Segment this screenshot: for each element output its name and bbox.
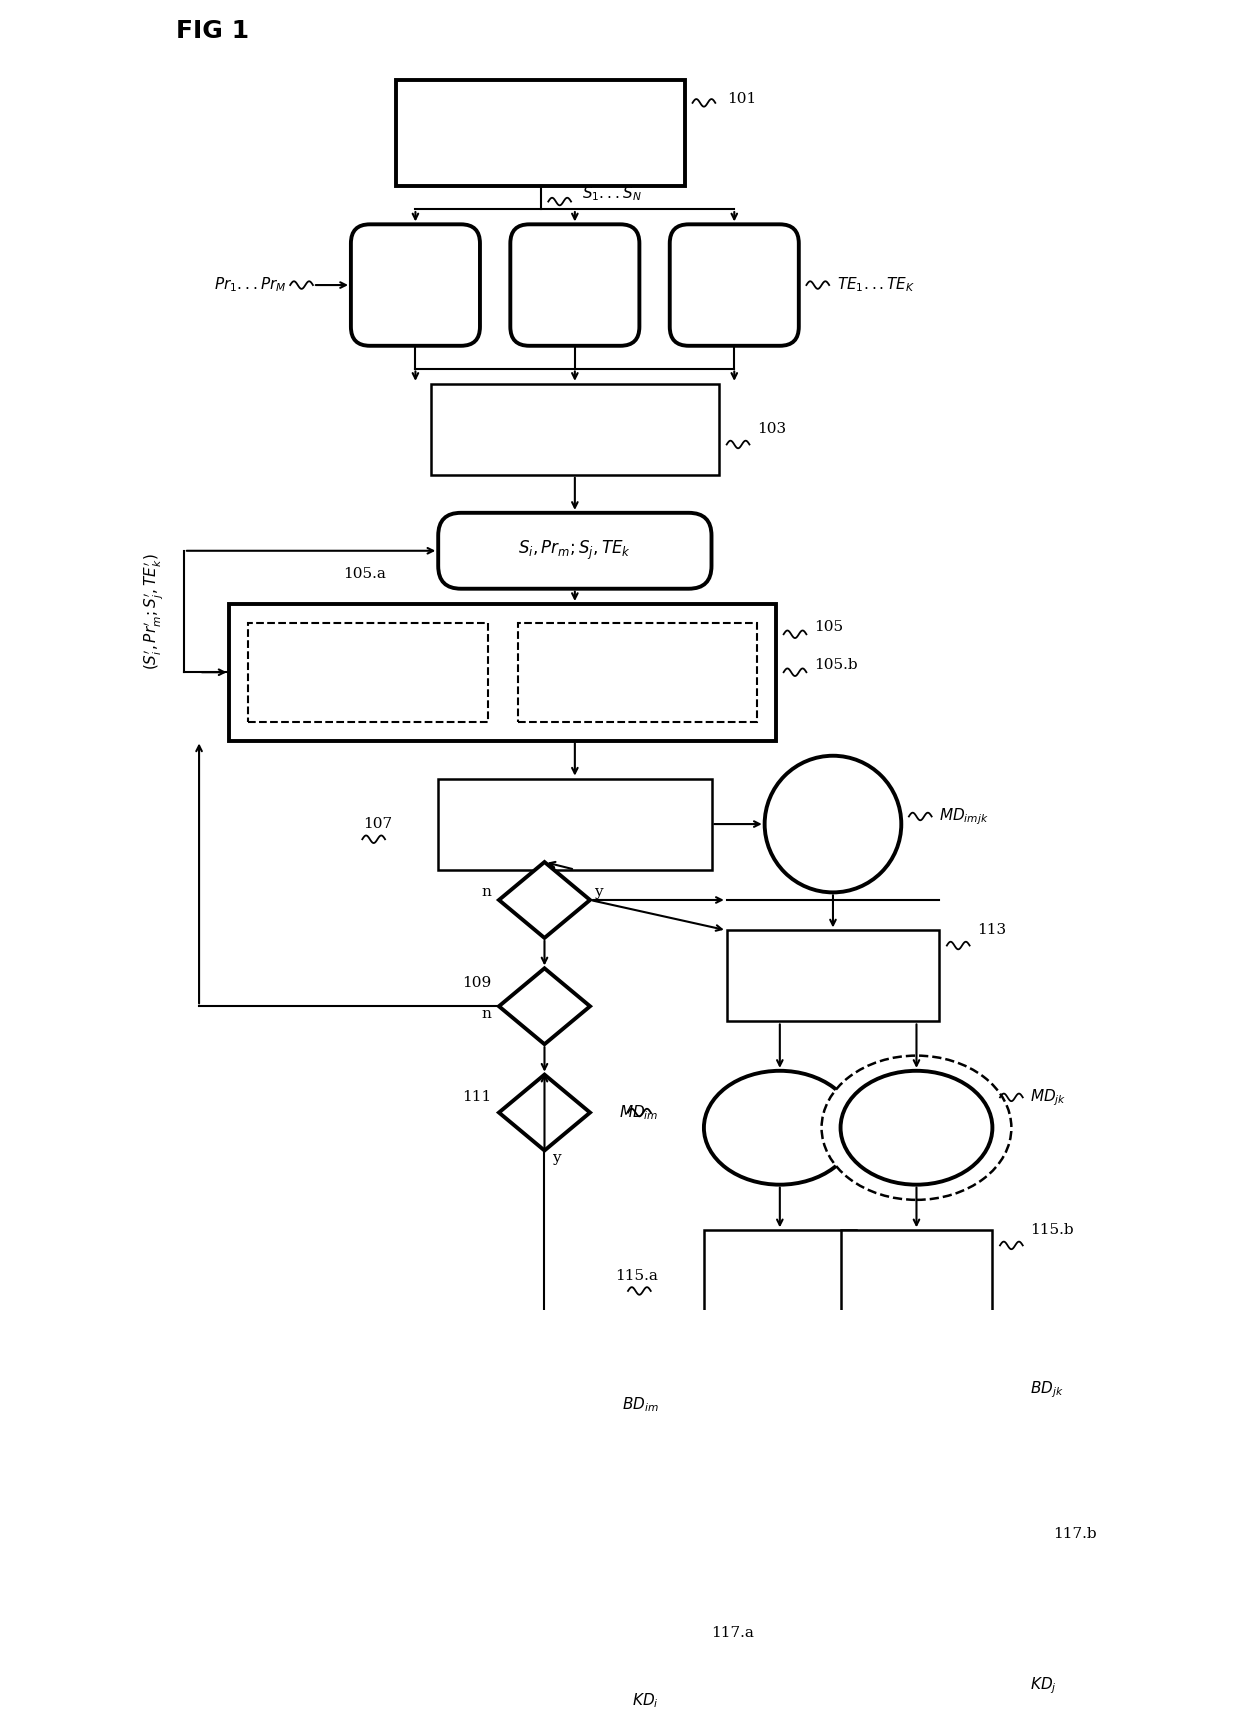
Text: $BD_{jk}$: $BD_{jk}$ <box>1030 1379 1064 1400</box>
Text: 115.b: 115.b <box>1030 1223 1074 1237</box>
FancyBboxPatch shape <box>670 224 799 346</box>
Text: $KD_j$: $KD_j$ <box>1030 1675 1056 1696</box>
Text: FIG 1: FIG 1 <box>176 19 249 43</box>
Text: $MD_{jk}$: $MD_{jk}$ <box>1030 1087 1066 1108</box>
Bar <box>841 1230 992 1321</box>
Text: 109: 109 <box>463 977 491 991</box>
Bar <box>670 1507 1027 1629</box>
FancyBboxPatch shape <box>511 224 640 346</box>
Ellipse shape <box>822 1056 1012 1201</box>
Text: y: y <box>594 886 603 900</box>
Text: $(S_i', Pr_m'; S_j', TE_k')$: $(S_i', Pr_m'; S_j', TE_k')$ <box>143 554 165 669</box>
Ellipse shape <box>802 1632 1030 1720</box>
Text: 101: 101 <box>727 93 756 107</box>
Ellipse shape <box>841 1663 992 1720</box>
Bar <box>397 81 684 186</box>
Text: 115.a: 115.a <box>615 1269 658 1283</box>
Text: 117.b: 117.b <box>1053 1527 1096 1541</box>
Text: 107: 107 <box>363 817 393 831</box>
FancyBboxPatch shape <box>351 224 480 346</box>
Ellipse shape <box>704 1367 856 1472</box>
Text: $MD_{im}$: $MD_{im}$ <box>619 1103 658 1121</box>
Ellipse shape <box>841 1072 992 1185</box>
Bar <box>727 931 939 1022</box>
Text: 111: 111 <box>463 1090 491 1104</box>
Ellipse shape <box>704 1663 856 1720</box>
Ellipse shape <box>841 1367 992 1472</box>
Text: $BD_{im}$: $BD_{im}$ <box>621 1395 658 1414</box>
Polygon shape <box>498 1075 590 1151</box>
Ellipse shape <box>822 1648 1012 1720</box>
Text: $TE_1...TE_K$: $TE_1...TE_K$ <box>837 275 915 294</box>
Text: $Pr_1...Pr_M$: $Pr_1...Pr_M$ <box>213 275 286 294</box>
Ellipse shape <box>765 755 901 893</box>
Polygon shape <box>498 968 590 1044</box>
Text: 105.b: 105.b <box>813 657 858 671</box>
Bar <box>704 1230 856 1321</box>
Text: n: n <box>481 886 491 900</box>
Text: 113: 113 <box>977 924 1007 937</box>
Text: y: y <box>552 1151 560 1164</box>
Bar <box>430 384 719 475</box>
Text: 105: 105 <box>813 619 843 633</box>
Bar <box>229 604 776 741</box>
Text: $KD_i$: $KD_i$ <box>631 1691 658 1710</box>
Text: 105.a: 105.a <box>343 566 386 581</box>
Text: $MD_{imjk}$: $MD_{imjk}$ <box>939 807 990 827</box>
Ellipse shape <box>688 1648 870 1720</box>
Text: $S_1...S_N$: $S_1...S_N$ <box>583 184 642 203</box>
Polygon shape <box>498 862 590 937</box>
Text: $S_i, Pr_m; S_j, TE_k$: $S_i, Pr_m; S_j, TE_k$ <box>518 538 631 562</box>
Bar <box>681 1519 1016 1617</box>
Ellipse shape <box>704 1072 856 1185</box>
Ellipse shape <box>822 1352 1012 1488</box>
Text: n: n <box>481 1006 491 1022</box>
Bar <box>438 779 712 870</box>
Text: 117.a: 117.a <box>712 1625 754 1639</box>
Bar <box>518 623 758 722</box>
Text: 103: 103 <box>758 423 786 437</box>
Bar <box>248 623 487 722</box>
FancyBboxPatch shape <box>438 513 712 588</box>
